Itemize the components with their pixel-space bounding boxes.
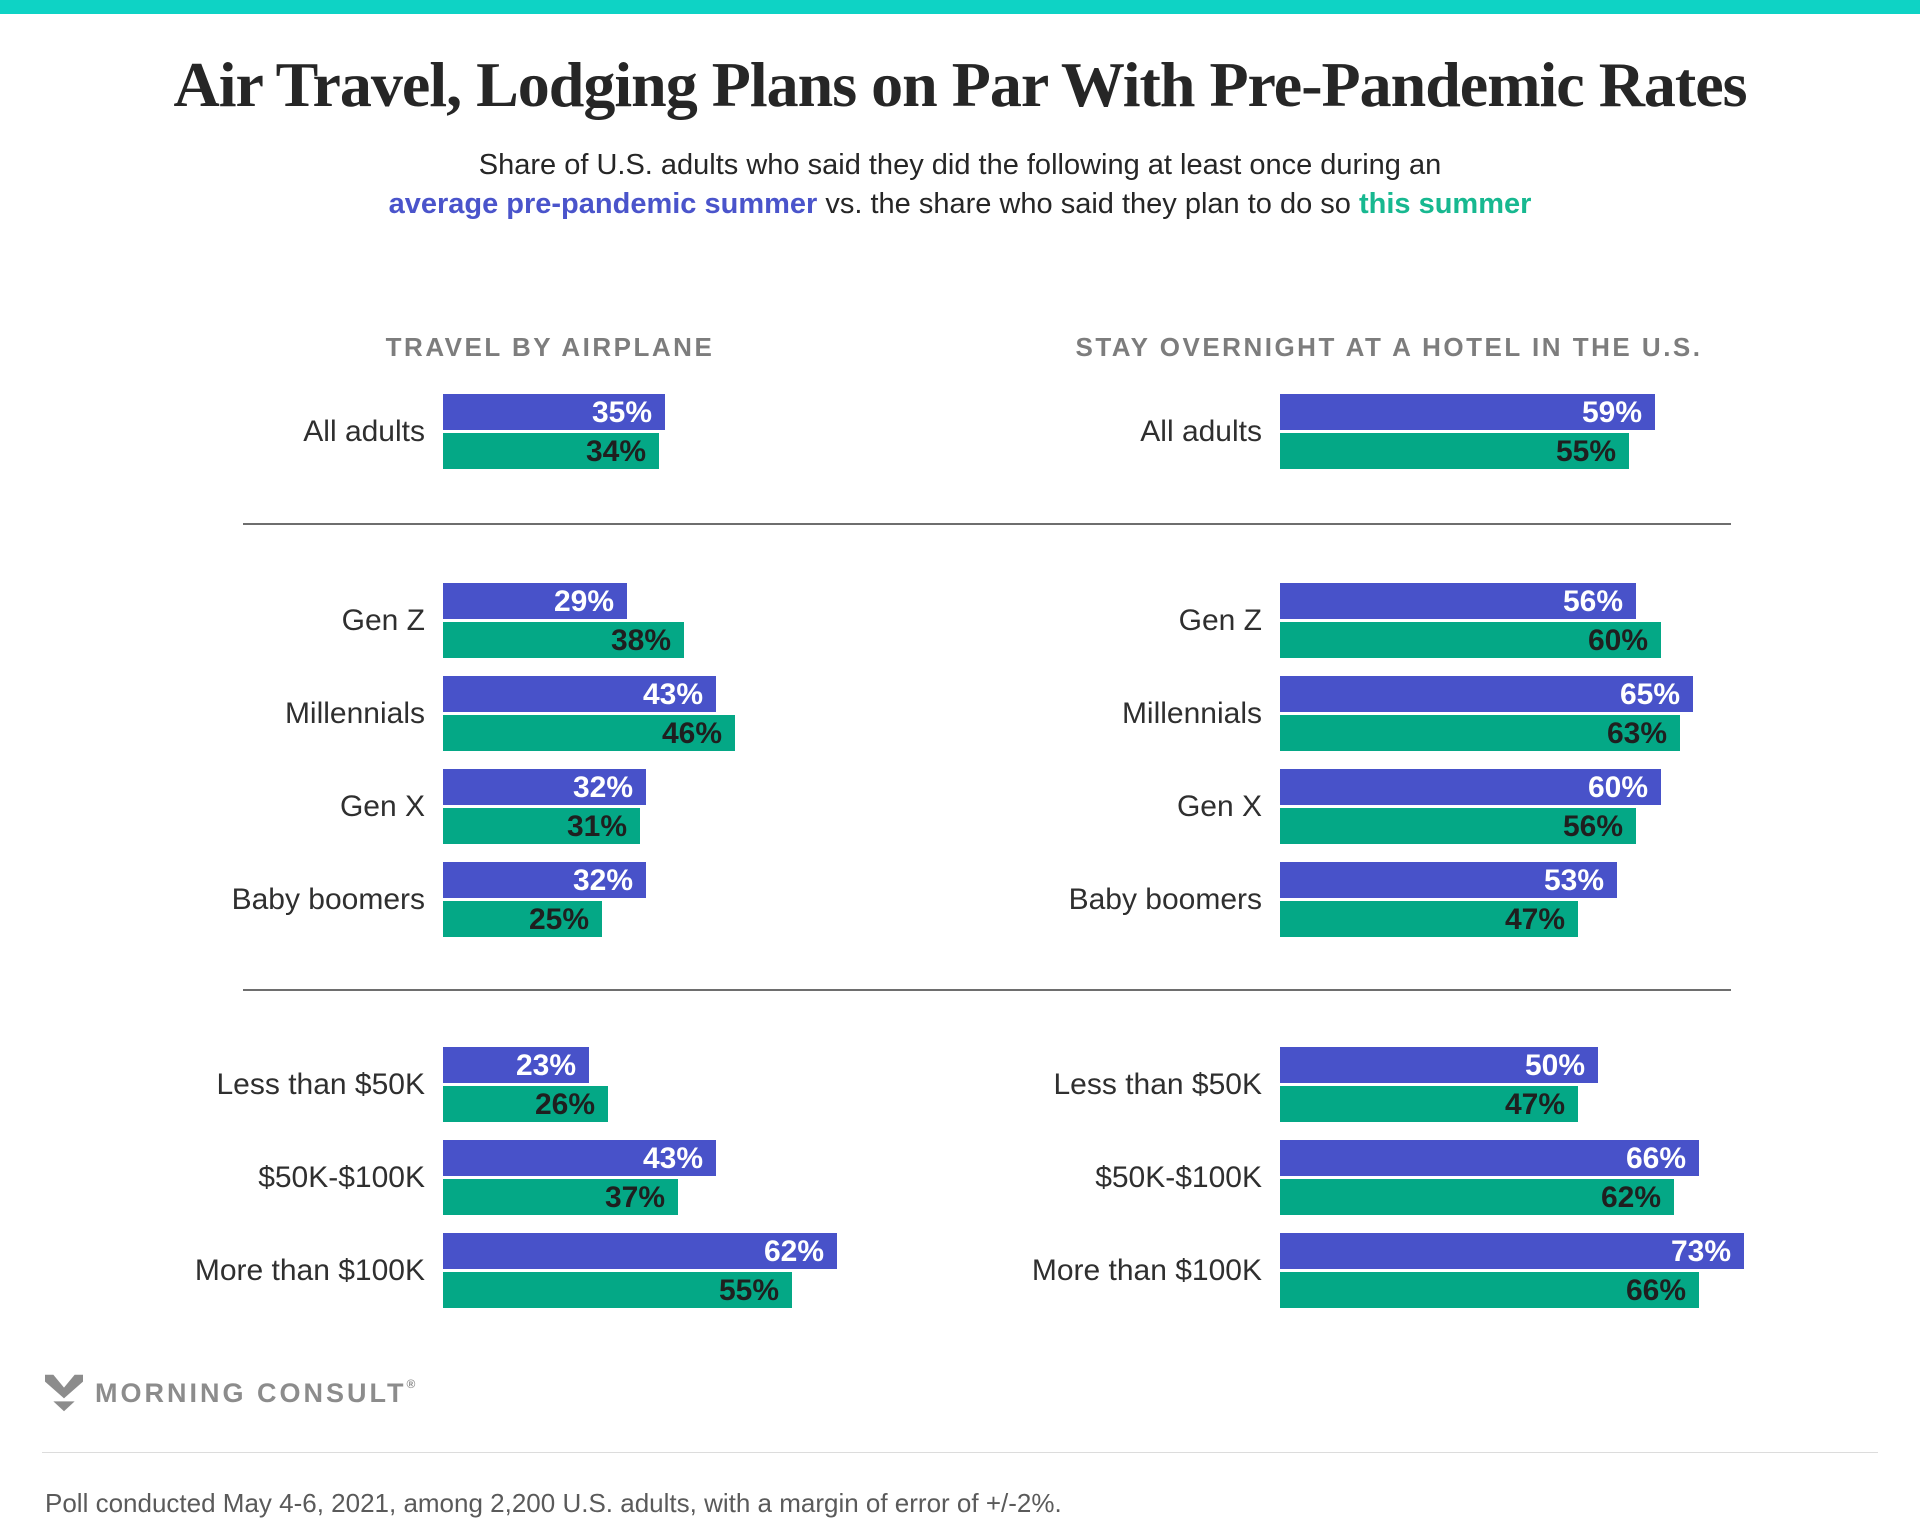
row-label: All adults [1140, 414, 1262, 448]
row-label: Gen X [339, 789, 425, 823]
page-title: Air Travel, Lodging Plans on Par With Pr… [173, 49, 1747, 120]
bar-pre-pandemic: 59% [1280, 394, 1655, 430]
bar-pre-pandemic: 50% [1280, 1047, 1598, 1083]
bar-this-summer: 26% [443, 1086, 608, 1122]
bar-pre-pandemic: 43% [443, 1140, 716, 1176]
chart-row-baby-boomers: Baby boomers 32% 25% Baby boomers 53% 47… [0, 862, 1920, 937]
morning-consult-m-icon [45, 1374, 83, 1412]
bar-this-summer: 56% [1280, 808, 1636, 844]
row-label: $50K-$100K [258, 1160, 425, 1194]
logo-wordmark: MORNING CONSULT® [95, 1377, 415, 1409]
bar-this-summer: 46% [443, 715, 735, 751]
bar-pre-pandemic: 60% [1280, 769, 1661, 805]
chart-row-gen-z: Gen Z 29% 38% Gen Z 56% 60% [0, 583, 1920, 658]
subtitle: Share of U.S. adults who said they did t… [0, 146, 1920, 224]
row-label: Less than $50K [216, 1067, 426, 1101]
bar-pre-pandemic: 56% [1280, 583, 1636, 619]
bar-this-summer: 55% [443, 1272, 792, 1308]
bar-pre-pandemic: 62% [443, 1233, 837, 1269]
bar-this-summer: 38% [443, 622, 684, 658]
bar-pre-pandemic: 32% [443, 769, 646, 805]
row-label: Millennials [284, 696, 425, 730]
panel-header-airplane: TRAVEL BY AIRPLANE [385, 332, 715, 362]
bar-pre-pandemic: 43% [443, 676, 716, 712]
section-divider [243, 523, 1731, 525]
poll-methodology-note: Poll conducted May 4-6, 2021, among 2,20… [45, 1488, 1062, 1518]
bar-this-summer: 63% [1280, 715, 1680, 751]
bar-this-summer: 47% [1280, 1086, 1578, 1122]
bar-pre-pandemic: 73% [1280, 1233, 1744, 1269]
row-label: $50K-$100K [1095, 1160, 1262, 1194]
bar-this-summer: 60% [1280, 622, 1661, 658]
subtitle-line1: Share of U.S. adults who said they did t… [478, 149, 1442, 181]
bar-pre-pandemic: 23% [443, 1047, 589, 1083]
logo-wordmark-text: MORNING CONSULT [95, 1378, 407, 1408]
bar-this-summer: 37% [443, 1179, 678, 1215]
subtitle-legend-pre-pandemic: average pre-pandemic summer [388, 188, 818, 220]
subtitle-line2-middle: vs. the share who said they plan to do s… [817, 188, 1359, 220]
row-label: Baby boomers [1068, 882, 1262, 916]
bar-this-summer: 55% [1280, 433, 1629, 469]
bar-this-summer: 47% [1280, 901, 1578, 937]
bar-pre-pandemic: 35% [443, 394, 665, 430]
bar-pre-pandemic: 32% [443, 862, 646, 898]
row-label: More than $100K [194, 1253, 425, 1287]
bar-pre-pandemic: 53% [1280, 862, 1617, 898]
bar-pre-pandemic: 29% [443, 583, 627, 619]
row-label: Baby boomers [231, 882, 425, 916]
top-accent-bar [0, 0, 1920, 14]
row-label: Gen Z [1178, 603, 1262, 637]
chart-row-millennials: Millennials 43% 46% Millennials 65% 63% [0, 676, 1920, 751]
bar-this-summer: 25% [443, 901, 602, 937]
row-label: Gen Z [341, 603, 425, 637]
bar-this-summer: 62% [1280, 1179, 1674, 1215]
chart-row-less-than-50k: Less than $50K 23% 26% Less than $50K 50… [0, 1047, 1920, 1122]
chart-row-50k-100k: $50K-$100K 43% 37% $50K-$100K 66% 62% [0, 1140, 1920, 1215]
chart-row-all-adults: All adults 35% 34% All adults 59% 55% [0, 394, 1920, 469]
row-label: Gen X [1176, 789, 1262, 823]
bar-pre-pandemic: 65% [1280, 676, 1693, 712]
bar-this-summer: 66% [1280, 1272, 1699, 1308]
footer-divider [42, 1452, 1878, 1453]
row-label: All adults [303, 414, 425, 448]
row-label: More than $100K [1031, 1253, 1262, 1287]
subtitle-legend-this-summer: this summer [1358, 188, 1532, 220]
registered-trademark-symbol: ® [406, 1377, 416, 1391]
bar-this-summer: 34% [443, 433, 659, 469]
panel-header-hotel: STAY OVERNIGHT AT A HOTEL IN THE U.S. [1075, 332, 1703, 362]
chart-row-more-than-100k: More than $100K 62% 55% More than $100K … [0, 1233, 1920, 1308]
row-label: Less than $50K [1053, 1067, 1263, 1101]
row-label: Millennials [1121, 696, 1262, 730]
bar-pre-pandemic: 66% [1280, 1140, 1699, 1176]
morning-consult-logo: MORNING CONSULT® [45, 1373, 415, 1413]
section-divider [243, 989, 1731, 991]
bar-this-summer: 31% [443, 808, 640, 844]
chart-row-gen-x: Gen X 32% 31% Gen X 60% 56% [0, 769, 1920, 844]
